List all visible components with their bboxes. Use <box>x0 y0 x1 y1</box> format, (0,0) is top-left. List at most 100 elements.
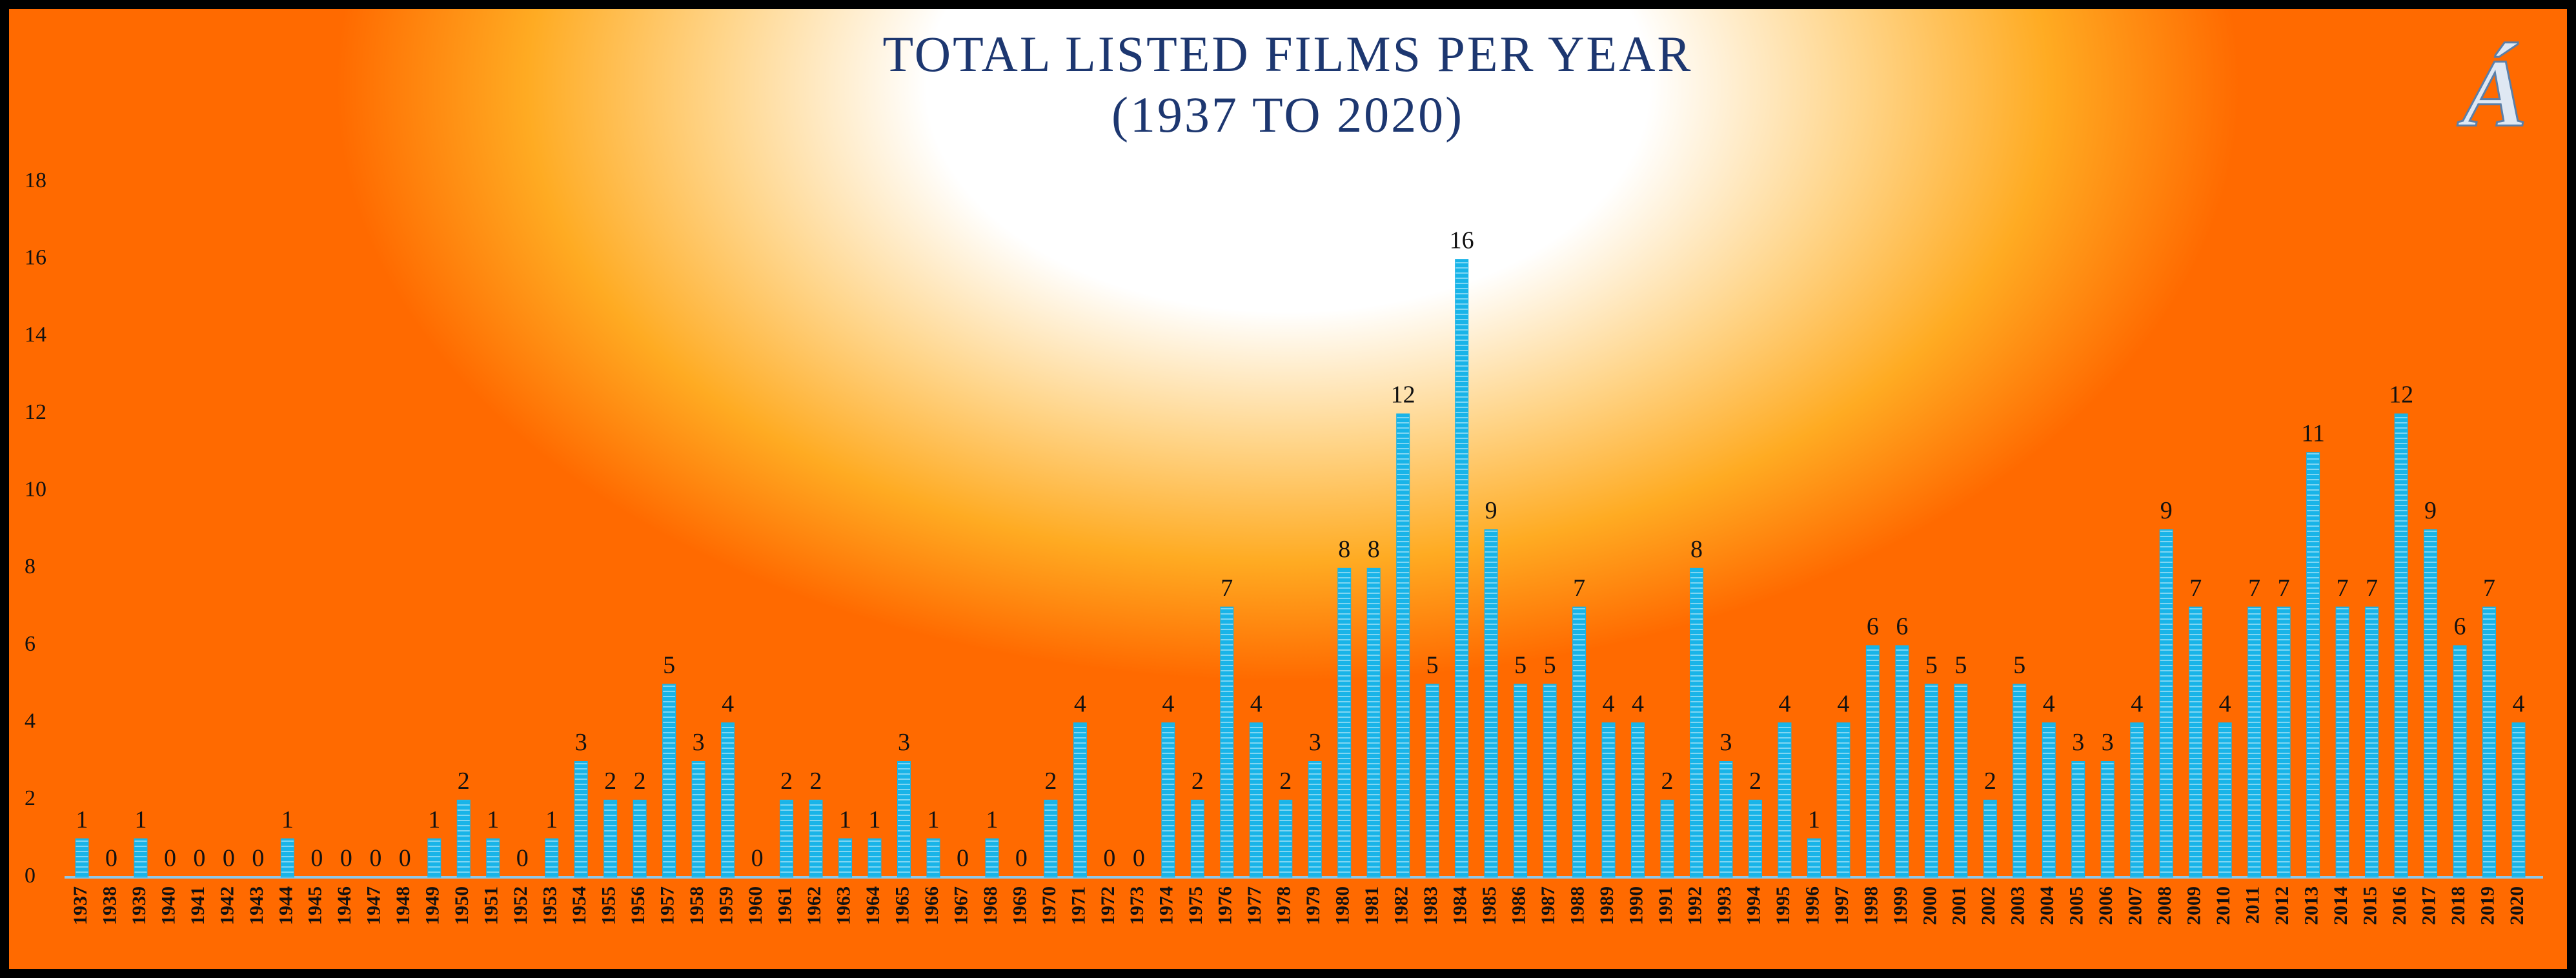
value-label: 1 <box>545 806 558 833</box>
x-tick-label: 1948 <box>392 886 414 925</box>
x-tick-label: 1993 <box>1714 886 1735 925</box>
x-tick-label: 1977 <box>1244 886 1265 925</box>
x-tick-label: 2017 <box>2418 886 2439 925</box>
x-tick-label: 1941 <box>187 886 208 925</box>
value-label: 2 <box>780 768 793 795</box>
bar <box>603 799 618 878</box>
value-label: 7 <box>1573 575 1585 602</box>
x-tick-label: 1949 <box>422 886 443 925</box>
x-tick-label: 1958 <box>686 886 707 925</box>
y-tick-label: 2 <box>25 786 35 810</box>
value-label: 4 <box>1778 690 1790 717</box>
x-tick-label: 2011 <box>2242 886 2264 924</box>
value-label: 3 <box>2072 729 2084 756</box>
value-label: 0 <box>751 845 764 872</box>
x-tick-label: 1983 <box>1420 886 1441 925</box>
value-label: 1 <box>839 806 851 833</box>
x-tick-label: 1947 <box>363 886 385 925</box>
value-label: 11 <box>2301 420 2325 447</box>
y-tick-label: 10 <box>25 477 46 501</box>
value-label: 2 <box>1749 768 1761 795</box>
x-tick-label: 2014 <box>2330 886 2351 925</box>
x-tick-label: 1978 <box>1273 886 1295 925</box>
x-tick-label: 2015 <box>2359 886 2380 925</box>
value-label: 0 <box>369 845 381 872</box>
value-label: 1 <box>986 806 998 833</box>
x-tick-label: 1952 <box>510 886 531 925</box>
value-label: 2 <box>634 768 646 795</box>
value-label: 5 <box>1544 652 1556 679</box>
value-label: 7 <box>2337 575 2349 602</box>
value-label: 7 <box>2189 575 2202 602</box>
value-label: 0 <box>223 845 235 872</box>
bar <box>1748 799 1762 878</box>
value-label: 0 <box>399 845 411 872</box>
x-tick-label: 2016 <box>2389 886 2410 925</box>
value-label: 16 <box>1450 227 1474 254</box>
x-tick-label: 2004 <box>2036 886 2058 925</box>
bar <box>2042 722 2056 878</box>
value-label: 0 <box>1133 845 1145 872</box>
x-tick-label: 1951 <box>481 886 502 925</box>
x-tick-label: 1975 <box>1185 886 1206 925</box>
value-label: 5 <box>1925 652 1938 679</box>
bar <box>545 838 559 878</box>
bar <box>1895 645 1909 878</box>
bar <box>2247 606 2262 878</box>
x-tick-label: 1979 <box>1303 886 1324 925</box>
value-label: 0 <box>957 845 969 872</box>
bar <box>1543 684 1557 878</box>
x-tick-label: 1972 <box>1097 886 1119 925</box>
bar <box>1836 722 1851 878</box>
bar <box>1954 684 1968 878</box>
y-tick-label: 18 <box>25 168 46 192</box>
value-label: 8 <box>1368 536 1380 563</box>
x-tick-label: 2010 <box>2213 886 2234 925</box>
bar <box>2218 722 2232 878</box>
x-tick-label: 1964 <box>862 886 884 925</box>
bar <box>1631 722 1645 878</box>
bar <box>1807 838 1821 878</box>
x-tick-label: 1965 <box>891 886 913 925</box>
x-tick-label: 1968 <box>980 886 1001 925</box>
value-label: 2 <box>1661 768 1674 795</box>
value-label: 4 <box>1162 690 1174 717</box>
bar <box>1366 567 1381 878</box>
bar <box>1220 606 1234 878</box>
y-tick-label: 16 <box>25 245 46 269</box>
value-label: 0 <box>252 845 264 872</box>
value-label: 1 <box>927 806 939 833</box>
x-tick-label: 1944 <box>275 886 296 925</box>
bar <box>2482 606 2497 878</box>
bar <box>1073 722 1087 878</box>
value-label: 5 <box>1426 652 1439 679</box>
bar <box>1865 645 1880 878</box>
bar <box>486 838 500 878</box>
bar <box>1249 722 1263 878</box>
bar <box>2424 529 2438 878</box>
x-tick-label: 1997 <box>1831 886 1852 925</box>
x-tick-label: 2007 <box>2125 886 2146 925</box>
x-tick-label: 1943 <box>246 886 267 925</box>
bar <box>2130 722 2144 878</box>
x-tick-label: 1985 <box>1479 886 1500 925</box>
value-label: 12 <box>2389 382 2413 409</box>
bar <box>1455 259 1469 878</box>
bar <box>721 722 735 878</box>
value-label: 8 <box>1338 536 1350 563</box>
bar <box>2159 529 2173 878</box>
value-label: 6 <box>1867 613 1879 640</box>
value-label: 2 <box>458 768 470 795</box>
x-tick-label: 1991 <box>1655 886 1676 925</box>
x-tick-label: 1956 <box>627 886 649 925</box>
x-tick-label: 1996 <box>1801 886 1823 925</box>
value-label: 1 <box>487 806 499 833</box>
x-tick-label: 2003 <box>2007 886 2029 925</box>
bar <box>280 838 294 878</box>
bar <box>1924 684 1938 878</box>
x-tick-label: 1953 <box>540 886 561 925</box>
bar <box>1983 799 1997 878</box>
value-label: 4 <box>1074 690 1086 717</box>
value-label: 0 <box>164 845 176 872</box>
